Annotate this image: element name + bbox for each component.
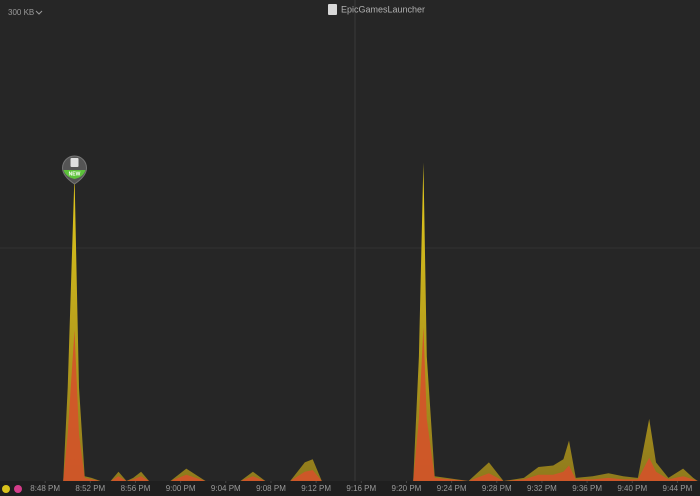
upload-icon <box>14 485 22 493</box>
x-tick-label: 9:20 PM <box>392 484 422 493</box>
x-tick-label: 9:04 PM <box>211 484 241 493</box>
new-marker: NEW <box>62 155 88 185</box>
x-tick-label: 9:16 PM <box>346 484 376 493</box>
plot: 8:48 PM 8:52 PM 8:56 PM 9:00 PM 9:04 PM 9:08 … <box>0 155 700 493</box>
pin-band <box>63 170 86 179</box>
x-tick-label: 8:52 PM <box>75 484 105 493</box>
marker-label: NEW <box>69 171 81 177</box>
x-tick-label: 9:28 PM <box>482 484 512 493</box>
x-tick-label: 9:00 PM <box>166 484 196 493</box>
download-icon <box>2 485 10 493</box>
x-tick-label: 8:48 PM <box>30 484 60 493</box>
x-tick-label: 9:40 PM <box>617 484 647 493</box>
x-tick-label: 9:44 PM <box>663 484 693 493</box>
x-tick-label: 9:12 PM <box>301 484 331 493</box>
x-tick-label: 9:24 PM <box>437 484 467 493</box>
x-tick-label: 9:08 PM <box>256 484 286 493</box>
app-icon <box>328 4 337 15</box>
area <box>1 327 698 481</box>
x-tick-label: 9:36 PM <box>572 484 602 493</box>
chart-title: EpicGamesLauncher <box>341 4 425 14</box>
x-tick-label: 8:56 PM <box>121 484 151 493</box>
x-tick-label: 9:32 PM <box>527 484 557 493</box>
axis-strip <box>0 481 700 496</box>
dropdown-arrow[interactable] <box>35 10 43 15</box>
y-scale-label[interactable]: 300 KB <box>8 8 34 17</box>
pin-logo <box>70 158 79 167</box>
area <box>1 162 698 481</box>
